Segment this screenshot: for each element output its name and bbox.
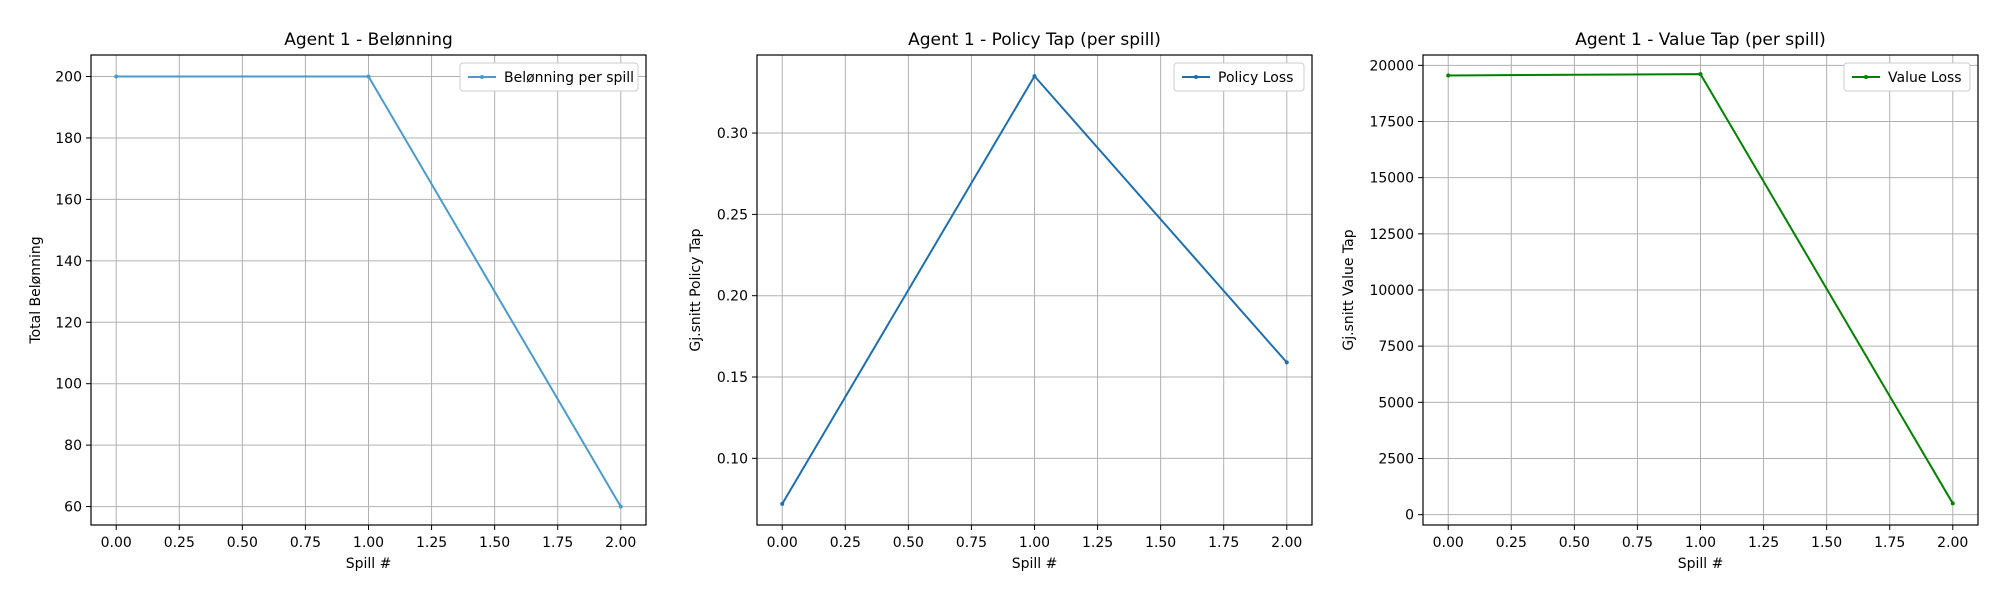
x-axis-label: Spill #: [1012, 556, 1058, 572]
legend-box: [459, 62, 639, 92]
data-point: [1950, 501, 1955, 506]
data-point: [780, 501, 785, 506]
x-tick-label: 0.25: [164, 535, 195, 551]
x-axis-label: Spill #: [1678, 556, 1724, 572]
x-tick-label: 1.75: [1208, 535, 1239, 551]
x-tick-label: 1.00: [353, 535, 384, 551]
y-tick-label: 100: [55, 377, 82, 393]
chart-panel-2: 0.00 0.25 0.50 0.75 1.00 1.25 1.50 1.75 2.00 0.10…: [688, 30, 1313, 572]
chart-title: Agent 1 - Value Tap (per spill): [1575, 30, 1825, 50]
y-tick-label: 20000: [1369, 58, 1414, 74]
data-point: [1698, 72, 1703, 77]
x-tick-label: 0.00: [101, 535, 132, 551]
y-axis-label: Gj.snitt Value Tap: [1341, 229, 1357, 350]
x-tick-label: 2.00: [1271, 535, 1302, 551]
y-tick-label: 0.20: [717, 289, 748, 305]
y-tick-label: 60: [64, 500, 82, 516]
y-axis-label: Total Belønning: [28, 236, 44, 344]
y-tick-label: 2500: [1378, 451, 1414, 467]
chart-panel-1: 0.00 0.25 0.50 0.75 1.00 1.25 1.50 1.75 2.00 60 80…: [28, 30, 647, 572]
y-tick-label: 0.15: [717, 370, 748, 386]
y-tick-label: 160: [55, 192, 82, 208]
legend-label: Policy Loss: [1218, 70, 1293, 86]
x-tick-label: 0.75: [956, 535, 987, 551]
legend-box: [1843, 62, 1971, 92]
y-tick-label: 5000: [1378, 395, 1414, 411]
y-axis-label: Gj.snitt Policy Tap: [688, 228, 704, 351]
y-tick-label: 10000: [1369, 283, 1414, 299]
x-tick-label: 1.25: [1082, 535, 1113, 551]
data-point: [366, 74, 371, 79]
data-point: [1284, 360, 1289, 365]
x-tick-label: 0.50: [1559, 535, 1590, 551]
x-tick-label: 0.75: [1622, 535, 1653, 551]
legend-marker: [1864, 75, 1868, 79]
x-tick-label: 1.25: [416, 535, 447, 551]
x-tick-label: 1.75: [542, 535, 573, 551]
y-tick-label: 80: [64, 438, 82, 454]
x-tick-label: 1.50: [1145, 535, 1176, 551]
x-tick-label: 0.50: [227, 535, 258, 551]
x-tick-label: 1.25: [1748, 535, 1779, 551]
y-tick-label: 200: [55, 70, 82, 86]
plot-frame: [756, 54, 1313, 526]
x-tick-label: 0.50: [893, 535, 924, 551]
chart-title: Agent 1 - Policy Tap (per spill): [908, 30, 1161, 50]
y-tick-label: 7500: [1378, 339, 1414, 355]
y-tick-label: 0.25: [717, 207, 748, 223]
legend-label: Value Loss: [1888, 70, 1962, 86]
x-tick-label: 0.00: [1433, 535, 1464, 551]
legend-marker: [480, 75, 484, 79]
x-tick-label: 1.50: [479, 535, 510, 551]
y-tick-label: 140: [55, 254, 82, 270]
x-tick-label: 1.50: [1811, 535, 1842, 551]
legend-marker: [1194, 75, 1198, 79]
x-axis-label: Spill #: [346, 556, 392, 572]
y-tick-label: 17500: [1369, 115, 1414, 131]
data-point: [114, 74, 119, 79]
data-point: [1032, 74, 1037, 79]
x-tick-label: 0.25: [1496, 535, 1527, 551]
plot-frame: [90, 54, 647, 526]
x-tick-label: 0.00: [767, 535, 798, 551]
x-tick-label: 2.00: [605, 535, 636, 551]
chart-panel-3: 0.00 0.25 0.50 0.75 1.00 1.25 1.50 1.75 2.00 0 250…: [1341, 30, 1979, 572]
x-tick-label: 2.00: [1937, 535, 1968, 551]
x-tick-label: 1.00: [1019, 535, 1050, 551]
x-tick-label: 0.25: [830, 535, 861, 551]
legend-label: Belønning per spill: [504, 70, 634, 86]
x-tick-label: 1.00: [1685, 535, 1716, 551]
y-tick-label: 0: [1405, 508, 1414, 524]
x-tick-label: 0.75: [290, 535, 321, 551]
data-point: [618, 504, 623, 509]
y-tick-label: 0.10: [717, 451, 748, 467]
chart-title: Agent 1 - Belønning: [284, 30, 453, 50]
x-tick-label: 1.75: [1874, 535, 1905, 551]
legend-box: [1173, 62, 1305, 92]
plot-frame: [1422, 54, 1979, 526]
y-tick-label: 0.30: [717, 126, 748, 142]
y-tick-label: 12500: [1369, 227, 1414, 243]
y-tick-label: 120: [55, 315, 82, 331]
y-tick-label: 180: [55, 131, 82, 147]
data-point: [1446, 73, 1451, 78]
y-tick-label: 15000: [1369, 171, 1414, 187]
